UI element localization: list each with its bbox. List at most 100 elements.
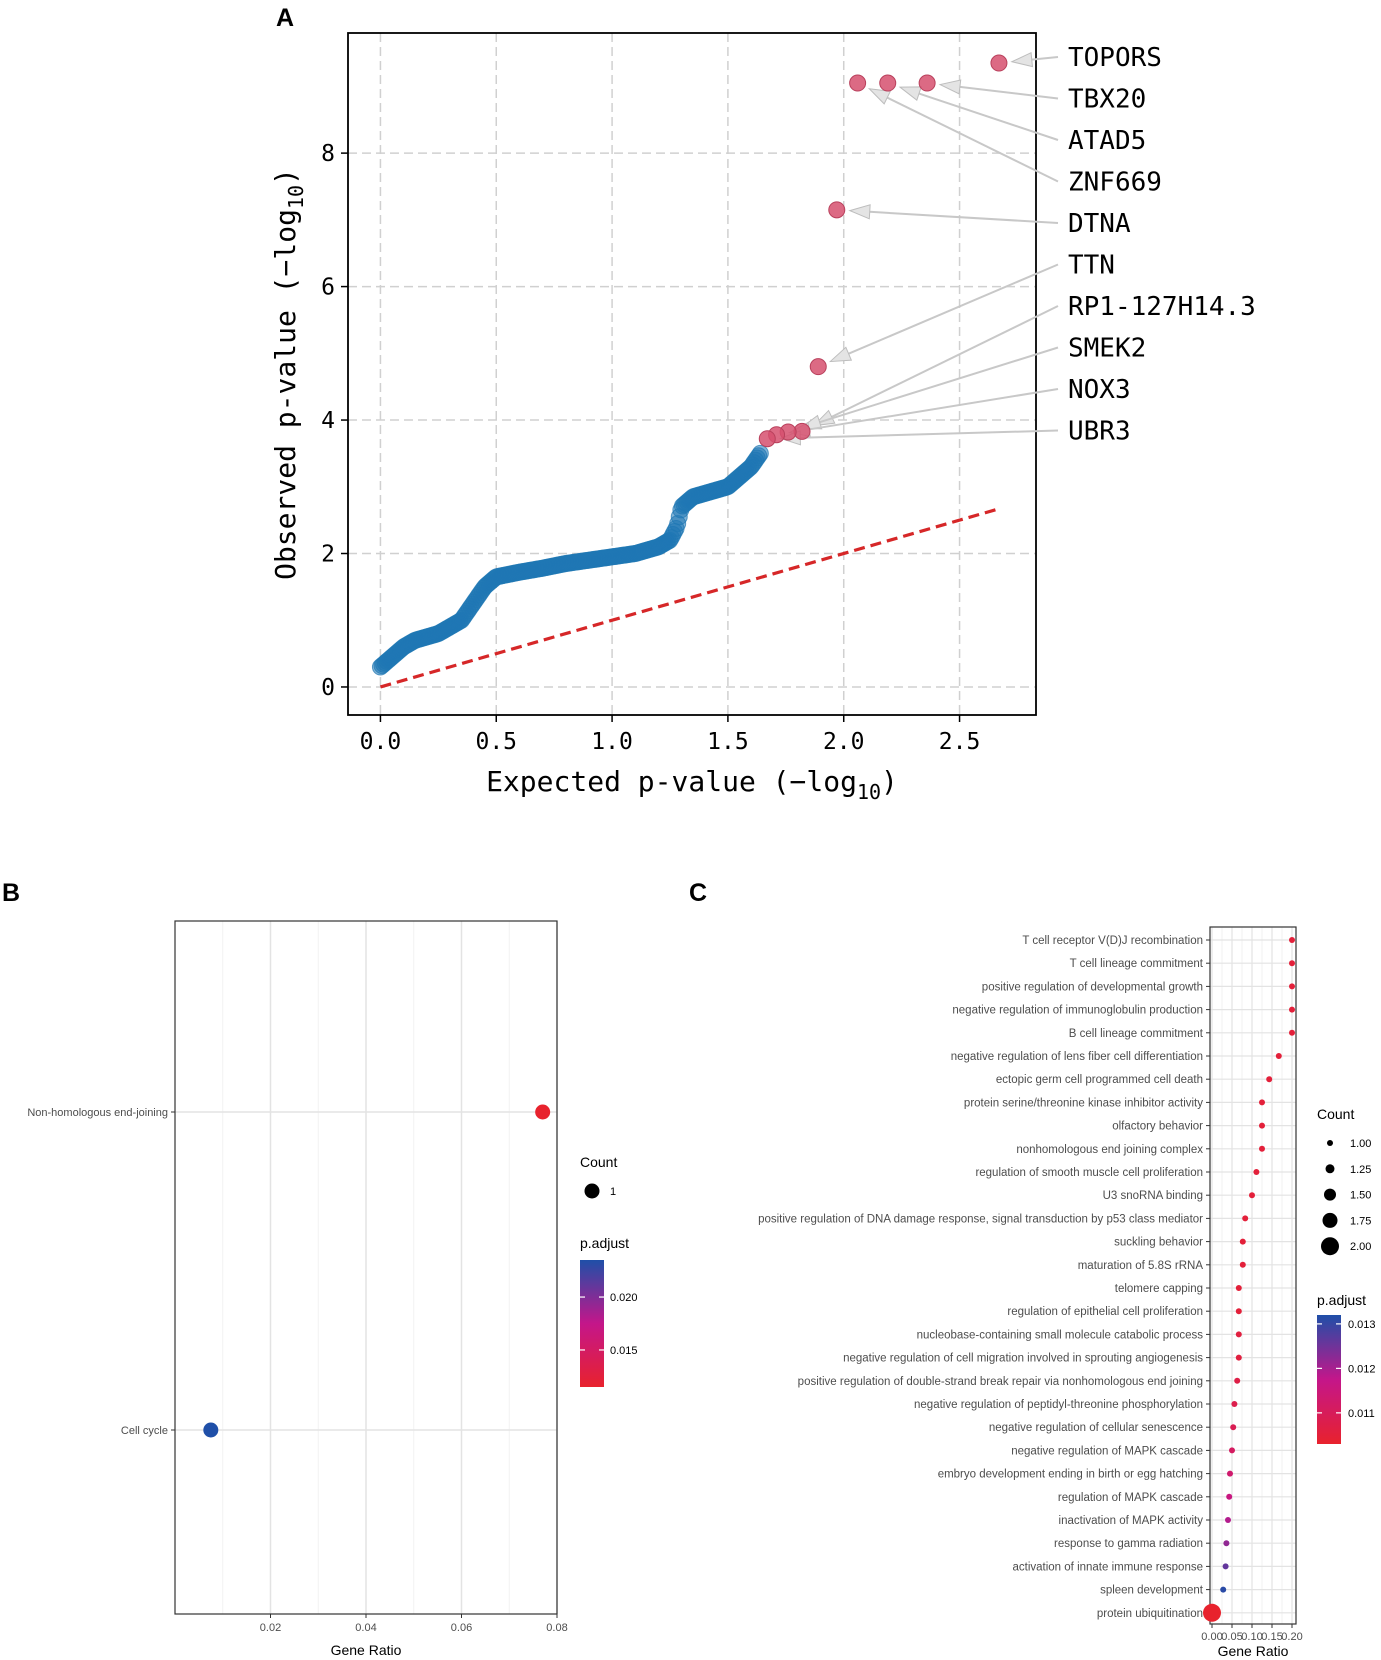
colorbar-tick-label: 0.013 (1348, 1319, 1376, 1331)
term-dot (1253, 1169, 1260, 1175)
term-dot (1227, 1470, 1233, 1477)
term-dot (1229, 1447, 1235, 1454)
x-tick-label: 0.00 (1201, 1631, 1222, 1643)
colorbar-tick-label: 0.015 (610, 1345, 638, 1357)
padjust-legend-title: p.adjust (1317, 1292, 1366, 1308)
term-dot (1235, 1285, 1242, 1291)
x-tick-label: 1.0 (591, 729, 633, 755)
term-label: negative regulation of lens fiber cell d… (951, 1051, 1203, 1063)
term-label: spleen development (1100, 1585, 1204, 1597)
term-label: regulation of smooth muscle cell prolife… (975, 1167, 1203, 1179)
annotation-arrow-line (918, 92, 1059, 141)
term-label: nonhomologous end joining complex (1016, 1144, 1203, 1156)
annotation-arrowhead (898, 86, 922, 101)
term-dot (1234, 1377, 1241, 1384)
term-dot (1226, 1493, 1233, 1500)
y-axis-label-main: Observed p-value (−log (269, 209, 302, 580)
x-tick-label: 0.15 (1261, 1631, 1282, 1643)
annotation-arrow-line (1031, 56, 1059, 61)
term-dot (1266, 1076, 1273, 1083)
count-legend-dot (1321, 1237, 1339, 1256)
category-label: Cell cycle (121, 1425, 168, 1437)
x-axis-label: Expected p-value (−log10) (486, 765, 898, 804)
count-legend-title: Count (1317, 1106, 1354, 1122)
term-dot (1275, 1053, 1282, 1059)
x-tick-label: 0.20 (1281, 1631, 1302, 1643)
term-label: protein serine/threonine kinase inhibito… (964, 1097, 1203, 1109)
term-dot (1239, 1261, 1246, 1268)
gene-label: ATAD5 (1068, 126, 1146, 156)
padjust-colorbar (580, 1260, 604, 1387)
x-axis-label: Gene Ratio (331, 1642, 402, 1658)
term-label: maturation of 5.8S rRNA (1078, 1260, 1204, 1272)
term-dot (1289, 960, 1295, 967)
y-axis-label-end: ) (269, 168, 302, 185)
term-dot (1289, 983, 1295, 990)
term-label: embryo development ending in birth or eg… (938, 1469, 1203, 1481)
highlighted-point (849, 74, 867, 92)
x-axis-label-subscript: 10 (857, 780, 881, 804)
annotation-arrow-line (808, 388, 1059, 431)
x-tick-label: 0.5 (475, 729, 517, 755)
highlighted-point (828, 201, 846, 219)
gene-label: ZNF669 (1068, 168, 1162, 198)
reference-line (379, 507, 1000, 689)
count-legend-dot (1322, 1212, 1338, 1228)
term-label: response to gamma radiation (1054, 1538, 1203, 1550)
x-tick-label: 0.04 (355, 1622, 376, 1634)
annotation-arrowhead (938, 79, 962, 95)
x-tick-label: 1.5 (707, 729, 749, 755)
annotation-arrow-line (819, 346, 1059, 424)
term-label: positive regulation of double-strand bre… (798, 1376, 1203, 1388)
term-dot (1259, 1099, 1265, 1106)
count-legend-label: 1.25 (1350, 1164, 1371, 1176)
term-dot (1225, 1517, 1231, 1523)
term-dot (1223, 1540, 1230, 1547)
gene-label: TOPORS (1068, 43, 1162, 73)
annotation-arrow-line (848, 263, 1059, 355)
y-tick-label: 8 (321, 141, 335, 167)
y-tick-label: 4 (321, 408, 335, 434)
term-dot (1203, 1603, 1221, 1622)
x-tick-label: 0.10 (1241, 1631, 1262, 1643)
annotation-arrowhead (848, 204, 871, 220)
term-dot (1230, 1424, 1237, 1431)
annotation-arrow-line (959, 85, 1059, 100)
x-tick-label: 2.5 (939, 729, 981, 755)
count-legend-title: Count (580, 1154, 617, 1170)
term-label: olfactory behavior (1112, 1121, 1203, 1133)
term-label: T cell lineage commitment (1070, 958, 1204, 970)
count-legend-dot (584, 1183, 600, 1199)
annotation-arrow-line (800, 429, 1059, 439)
term-dot (1289, 1006, 1295, 1013)
term-label: telomere capping (1115, 1283, 1203, 1295)
term-label: negative regulation of MAPK cascade (1011, 1445, 1203, 1457)
term-label: ectopic germ cell programmed cell death (996, 1074, 1203, 1086)
annotation-arrowhead (867, 88, 892, 105)
term-dot (1220, 1586, 1227, 1593)
highlighted-point (809, 358, 827, 376)
x-tick-label: 2.0 (823, 729, 865, 755)
term-dot (1235, 1308, 1242, 1315)
term-label: negative regulation of cellular senescen… (989, 1422, 1203, 1434)
x-tick-label: 0.0 (360, 729, 402, 755)
term-label: positive regulation of DNA damage respon… (758, 1213, 1203, 1225)
annotation-arrowhead (828, 346, 853, 363)
term-label: B cell lineage commitment (1069, 1028, 1204, 1040)
go-dotplot-panel: 0.000.050.100.150.20 T cell receptor V(D)… (758, 926, 1376, 1659)
kegg-dotplot-panel: 0.02 0.04 0.06 0.08 Non-homologous end-joini… (27, 920, 638, 1658)
highlighted-point (758, 430, 776, 448)
term-dot (1242, 1215, 1249, 1222)
term-label: inactivation of MAPK activity (1059, 1515, 1204, 1527)
count-legend-label: 1.00 (1350, 1138, 1371, 1150)
term-dot (1222, 1563, 1229, 1570)
term-dot (1239, 1238, 1246, 1245)
highlighted-point (990, 54, 1008, 72)
term-label: regulation of epithelial cell proliferat… (1007, 1306, 1203, 1318)
term-dot (1289, 1029, 1295, 1036)
y-axis-label: Observed p-value (−log10) (269, 168, 308, 580)
highlighted-point (918, 74, 936, 92)
term-label: negative regulation of peptidyl-threonin… (914, 1399, 1203, 1411)
panel-letter-b: B (2, 879, 20, 907)
